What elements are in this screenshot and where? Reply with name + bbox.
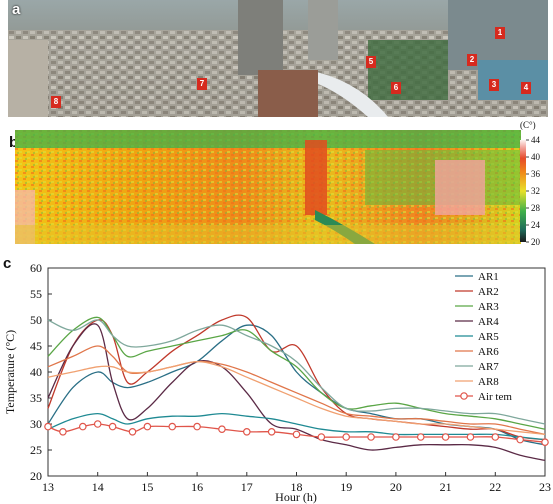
y-tick-label: 45	[30, 339, 42, 353]
y-tick-label: 35	[30, 391, 42, 405]
series-point	[342, 433, 351, 441]
y-tick-label: 60	[30, 261, 42, 275]
series-point	[491, 433, 500, 441]
legend-label: AR1	[478, 271, 499, 283]
x-tick-label: 17	[241, 480, 253, 494]
x-tick-label: 16	[191, 480, 203, 494]
series-point	[292, 430, 301, 439]
photo-marker-5: 5	[366, 56, 376, 68]
legend-marker	[460, 392, 468, 400]
series-point	[108, 422, 117, 431]
colorbar-tick-label: 36	[531, 169, 541, 179]
series-line-ar3	[47, 316, 546, 430]
series-point	[441, 433, 450, 441]
photo-marker-2: 2	[467, 54, 477, 66]
temperature-line-chart: 13 14 15 16 17 18 19 20 21 22 23 20 25 30 35 40 45 50 55 60…	[3, 261, 551, 504]
x-tick-label: 19	[340, 480, 352, 494]
legend-label: AR2	[478, 286, 499, 298]
x-tick-label: 14	[92, 480, 104, 494]
legend-label: AR4	[478, 316, 499, 328]
series-point	[193, 422, 201, 431]
legend-label: AR5	[478, 331, 499, 343]
y-tick-label: 25	[30, 443, 42, 457]
photo-marker-8: 8	[51, 96, 61, 108]
series-point	[59, 428, 67, 436]
colorbar-tick-label: 44	[531, 135, 541, 145]
series-point	[243, 428, 251, 436]
series-line-ar5	[47, 412, 546, 441]
panel-label-a: a	[12, 1, 21, 18]
x-tick-label: 15	[141, 480, 153, 494]
legend-label: Air tem	[478, 391, 512, 403]
colorbar-tick-label: 20	[531, 237, 541, 247]
photo-marker-6: 6	[391, 82, 401, 94]
series-line-ar7	[47, 319, 546, 425]
x-tick-label: 21	[440, 480, 452, 494]
thermal-image	[15, 130, 521, 244]
y-tick-label: 50	[30, 313, 42, 327]
series-point	[168, 422, 177, 431]
x-tick-label: 22	[489, 480, 501, 494]
photo-marker-4: 4	[521, 82, 531, 94]
legend-label: AR3	[478, 301, 499, 313]
series-point	[392, 433, 400, 441]
series-point	[267, 428, 276, 436]
series-point	[516, 435, 524, 444]
legend-label: AR6	[478, 346, 499, 358]
colorbar-gradient	[520, 140, 526, 242]
legend-label: AR7	[478, 361, 499, 373]
series-point	[44, 422, 52, 431]
series-line-ar2	[47, 314, 546, 441]
legend-label: AR8	[478, 376, 499, 388]
photo-marker-1: 1	[495, 27, 505, 39]
series-point	[317, 433, 326, 441]
temperature-colorbar: (C°) 44 40 36 32 28 24 20	[520, 120, 541, 247]
series-point	[466, 433, 475, 441]
x-tick-label: 23	[539, 480, 551, 494]
series-point	[218, 425, 226, 434]
series-point	[416, 433, 425, 441]
photo-marker-7: 7	[197, 78, 207, 90]
x-axis-label: Hour (h)	[275, 490, 317, 504]
y-tick-label: 20	[30, 469, 42, 483]
series-point	[128, 428, 137, 436]
series-point	[78, 422, 87, 431]
x-tick-label: 18	[291, 480, 303, 494]
colorbar-tick-label: 28	[531, 203, 541, 213]
series-point	[143, 422, 152, 431]
panel-label-b: b	[9, 134, 19, 151]
y-tick-label: 30	[30, 417, 42, 431]
x-tick-label: 20	[390, 480, 402, 494]
panel-label-c: c	[3, 255, 12, 272]
series-line-ar8	[47, 360, 546, 436]
colorbar-tick-label: 24	[531, 220, 541, 230]
photo-marker-3: 3	[489, 79, 499, 91]
y-tick-label: 55	[30, 287, 42, 301]
series-line-ar4	[47, 323, 546, 462]
colorbar-tick-label: 40	[531, 152, 541, 162]
x-tick-label: 13	[42, 480, 54, 494]
series-line-ar6	[47, 345, 546, 436]
colorbar-tick-label: 32	[531, 186, 540, 196]
colorbar-unit: (C°)	[520, 120, 536, 130]
city-photograph	[8, 0, 548, 117]
y-axis-label: Temperature (°C)	[3, 330, 17, 414]
series-point	[93, 420, 102, 428]
series-point	[541, 438, 549, 447]
series-point	[367, 433, 375, 441]
y-tick-label: 40	[30, 365, 42, 379]
